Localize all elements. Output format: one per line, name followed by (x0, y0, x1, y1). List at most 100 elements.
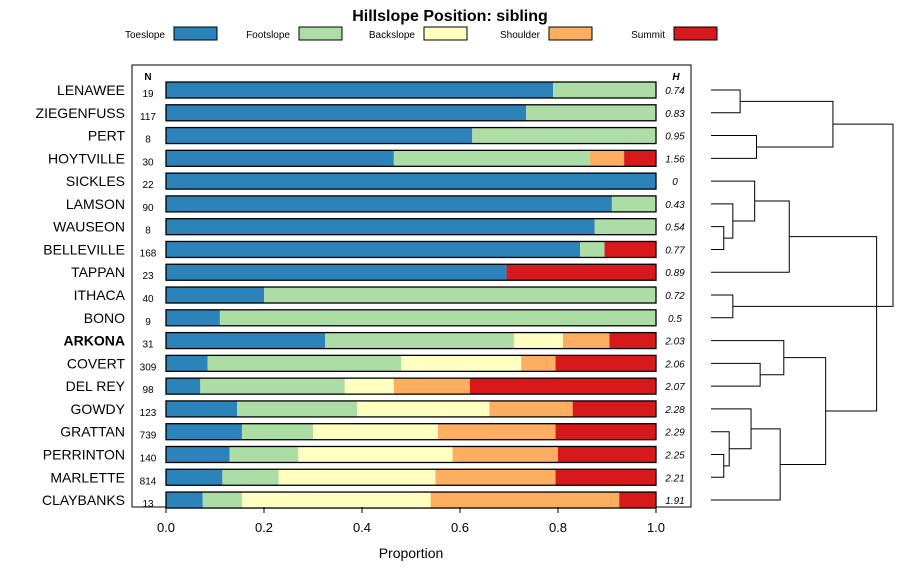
bar-segment-summit (609, 332, 656, 349)
bar-segment-toeslope (166, 82, 554, 98)
n-value: 168 (140, 248, 157, 259)
bar-segment-toeslope (166, 264, 507, 281)
bar-segment-backslope (241, 492, 431, 509)
category-label: GRATTAN (60, 424, 125, 440)
bar-segment-summit (558, 446, 656, 463)
x-axis-label: Proportion (379, 545, 444, 561)
h-value: 2.29 (664, 428, 685, 439)
bar-segment-footslope (264, 287, 656, 304)
legend-label: Shoulder (500, 30, 541, 41)
n-value: 8 (145, 135, 151, 146)
dendrogram-branch (711, 89, 741, 114)
h-value: 2.07 (664, 382, 685, 393)
n-value: 8 (145, 226, 151, 237)
bar-segment-toeslope (166, 309, 220, 326)
bar-segment-footslope (611, 195, 656, 212)
bar-segment-summit (604, 241, 656, 258)
category-label: LENAWEE (57, 82, 125, 98)
bar-segment-footslope (207, 355, 402, 372)
category-label: BONO (84, 310, 125, 326)
bar-segment-toeslope (166, 332, 326, 349)
h-column-header: H (672, 72, 680, 83)
bar-segment-shoulder (452, 446, 558, 463)
h-value: 0.54 (665, 223, 685, 234)
n-value: 814 (140, 476, 157, 487)
n-value: 22 (142, 180, 154, 191)
bar-segment-shoulder (489, 400, 573, 417)
h-value: 0.5 (668, 314, 682, 325)
bar-segment-toeslope (166, 173, 656, 190)
bar-segment-backslope (298, 446, 453, 463)
bar-outline (165, 309, 657, 327)
legend: Toeslope Footslope Backslope Shoulder Summit (125, 26, 718, 41)
h-value: 0 (672, 177, 678, 188)
h-value: 1.56 (665, 154, 685, 165)
bar-segment-backslope (513, 332, 563, 349)
bar-segment-backslope (278, 469, 436, 486)
bar-outline (165, 445, 657, 464)
n-column-header: N (144, 72, 151, 83)
category-label: ZIEGENFUSS (36, 105, 125, 121)
h-value: 2.06 (664, 359, 685, 370)
dendrogram-branch (711, 200, 790, 273)
bar-outline (165, 172, 657, 190)
x-tick-label: 1.0 (647, 520, 665, 535)
bar-segment-backslope (401, 355, 522, 372)
bar-outline (165, 377, 657, 395)
dendrogram-branch (711, 431, 730, 467)
n-value: 98 (142, 385, 154, 396)
h-value: 0.43 (665, 200, 685, 211)
x-tick-label: 0.8 (549, 520, 567, 535)
category-label: PERT (88, 128, 126, 144)
bar-segment-shoulder (521, 355, 556, 372)
bar-segment-summit (619, 492, 656, 509)
bar-outline (165, 491, 657, 509)
legend-swatch (298, 26, 343, 41)
bar-rows: LENAWEE 19 0.74 ZIEGENFUSS 117 0.83 PERT 8 0.95 H… (36, 81, 685, 510)
bar-outline (165, 149, 657, 167)
legend-swatch (423, 26, 468, 41)
dendrogram-branch (711, 362, 761, 387)
bar-segment-shoulder (589, 150, 625, 167)
legend-label: Summit (631, 30, 665, 41)
dendrogram-branch (711, 340, 785, 376)
dendrogram-branch (740, 100, 834, 148)
bar-segment-footslope (325, 332, 514, 349)
bar-outline (165, 423, 657, 441)
category-label: COVERT (67, 355, 126, 371)
bar-segment-toeslope (166, 241, 581, 258)
category-label: WAUSEON (53, 219, 125, 235)
dendrogram (711, 89, 894, 501)
bar-segment-toeslope (166, 400, 238, 417)
bar-segment-footslope (553, 82, 656, 98)
n-value: 31 (142, 340, 154, 351)
x-tick-label: 0.6 (451, 520, 469, 535)
chart-title: Hillslope Position: sibling (352, 8, 548, 25)
bar-segment-footslope (472, 127, 656, 144)
bar-outline (165, 400, 657, 418)
legend-label: Footslope (246, 30, 290, 41)
bar-segment-footslope (237, 400, 358, 417)
category-label: DEL REY (66, 378, 126, 394)
bar-outline (165, 218, 657, 236)
bar-segment-toeslope (166, 218, 595, 235)
category-label: SICKLES (66, 173, 125, 189)
n-value: 739 (140, 431, 157, 442)
h-value: 2.28 (664, 405, 685, 416)
bar-outline (165, 195, 657, 213)
bar-segment-summit (624, 150, 656, 167)
dendrogram-branch (789, 236, 878, 412)
bar-segment-toeslope (166, 127, 473, 144)
bar-segment-shoulder (562, 332, 610, 349)
bar-outline (165, 104, 657, 122)
h-value: 2.25 (664, 450, 685, 461)
bar-segment-footslope (229, 446, 299, 463)
category-label: CLAYBANKS (42, 492, 125, 508)
bar-outline (165, 286, 657, 304)
bar-segment-shoulder (393, 378, 470, 395)
dendrogram-branch (711, 428, 781, 501)
dendrogram-branch (711, 294, 734, 319)
bar-segment-toeslope (166, 287, 264, 304)
bar-segment-toeslope (166, 378, 201, 395)
h-value: 0.89 (665, 268, 685, 279)
